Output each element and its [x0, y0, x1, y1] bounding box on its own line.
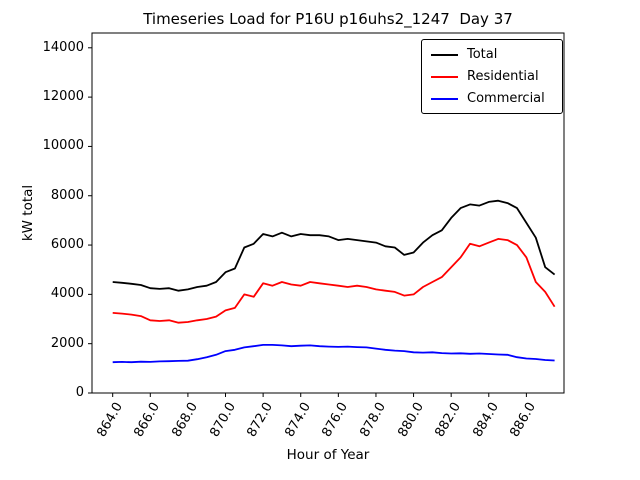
legend-line-sample	[431, 97, 458, 100]
legend-entry-total: Total	[431, 46, 553, 63]
y-tick-label: 2000	[50, 335, 84, 351]
y-tick-label: 10000	[42, 138, 84, 154]
legend-line-sample	[431, 53, 458, 56]
y-tick-label: 0	[75, 385, 84, 400]
series-line-residential	[112, 237, 556, 324]
y-tick-label: 14000	[42, 39, 84, 55]
chart-title: Timeseries Load for P16U p16uhs2_1247 Da…	[143, 10, 513, 28]
y-tick-label: 8000	[50, 187, 84, 203]
axes-frame	[91, 32, 565, 394]
series-line-total	[112, 199, 556, 292]
y-tick-label: 6000	[50, 237, 84, 253]
series-line-commercial	[112, 343, 555, 364]
x-axis-label: Hour of Year	[286, 447, 370, 463]
legend-line-sample	[431, 75, 458, 78]
legend-label: Residential	[467, 69, 539, 84]
legend-entry-commercial: Commercial	[431, 90, 553, 107]
legend-label: Total	[467, 47, 498, 62]
y-axis-label: kW total	[20, 184, 36, 242]
legend-label: Commercial	[467, 91, 545, 106]
legend-entry-residential: Residential	[431, 68, 553, 85]
y-tick-label: 12000	[42, 89, 84, 105]
legend: Total Residential Commercial	[421, 39, 563, 114]
y-tick-label: 4000	[50, 286, 84, 302]
